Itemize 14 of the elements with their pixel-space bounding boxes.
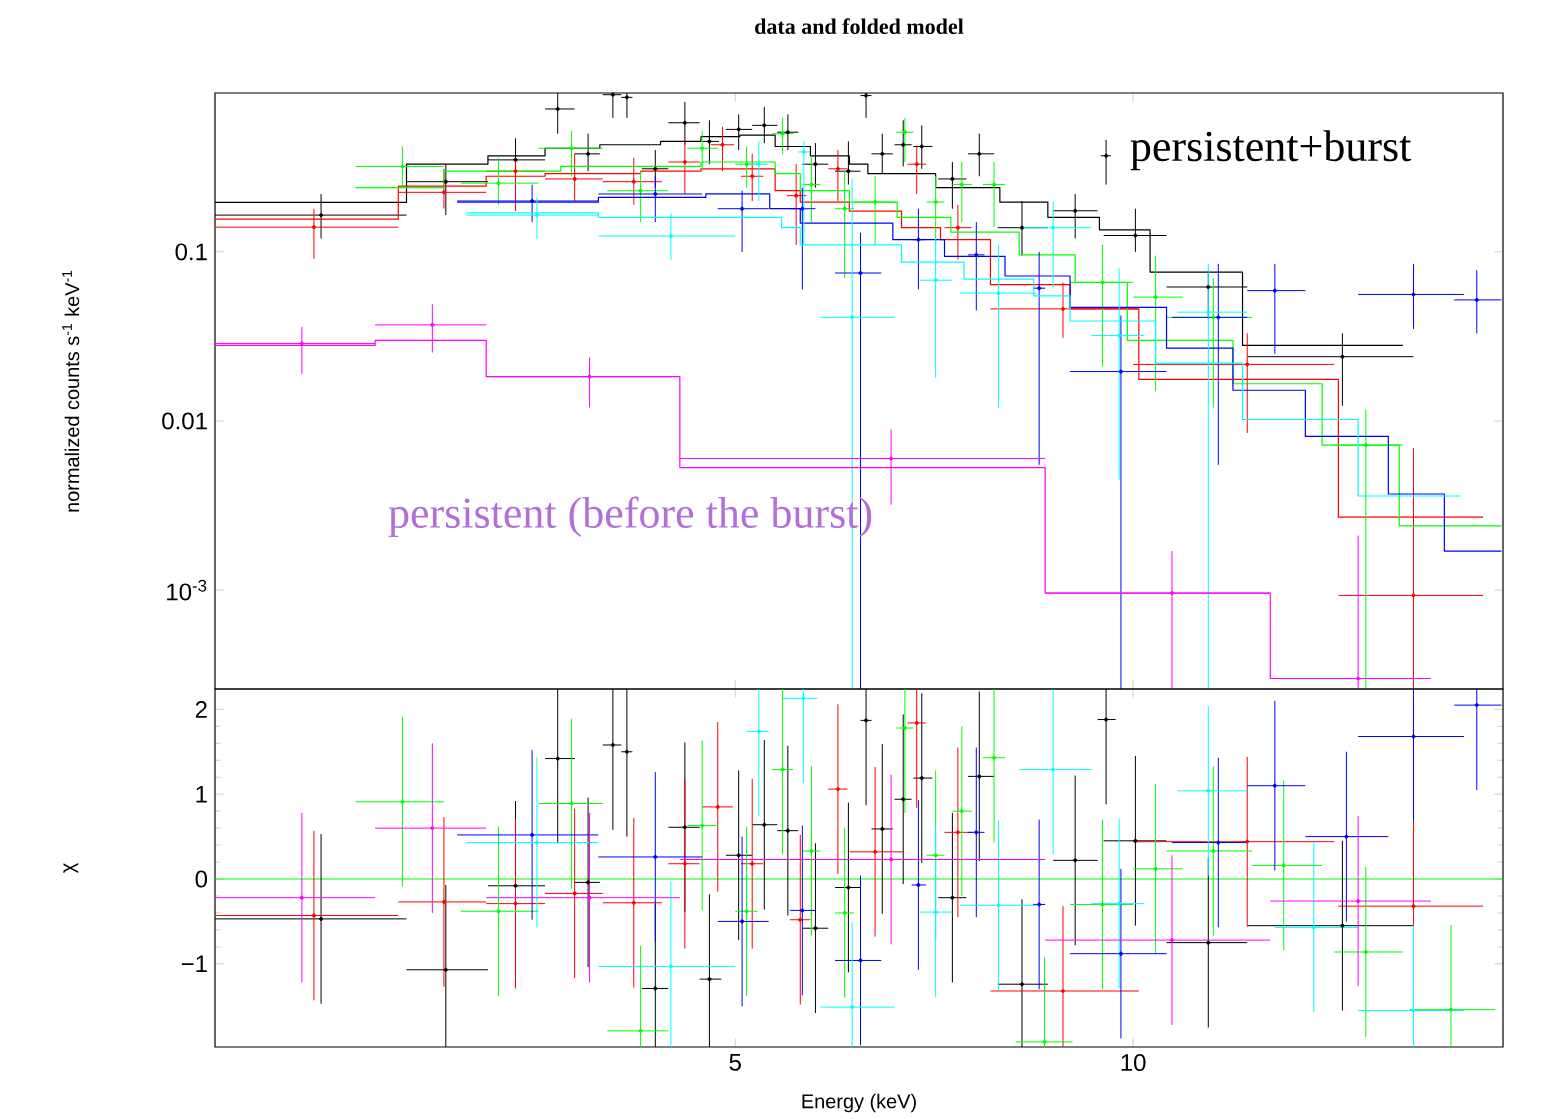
y-tick-label: 1 (196, 785, 207, 803)
y-axis-title: normalized counts s$^{-1}$ keV$^{-1}$ (62, 270, 80, 512)
x-tick-label: 10 (1121, 1054, 1146, 1072)
x-axis-title: Energy (keV) (802, 1093, 916, 1113)
chart-title: data and folded model (755, 18, 964, 34)
y-tick-label: 0 (195, 870, 208, 888)
x-tick-label: 5 (729, 1054, 741, 1071)
annotation: persistent+burst (1130, 130, 1412, 171)
y-tick-label: 0.01 (162, 412, 207, 430)
y-tick-label: −1 (181, 955, 207, 973)
y-tick-label: 10$^{-3}$ (167, 579, 207, 601)
y-tick-label: 2 (195, 700, 207, 718)
y-tick-label: 0.1 (175, 243, 207, 261)
y-axis-title: χ (63, 863, 79, 873)
